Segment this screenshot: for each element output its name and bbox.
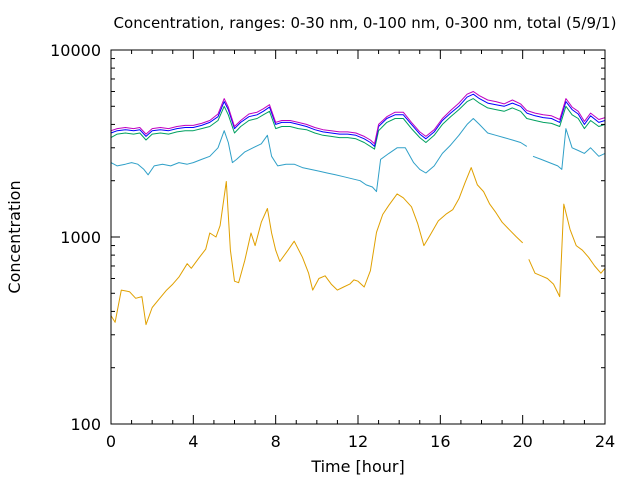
y-axis-title: Concentration (5, 180, 24, 293)
x-tick-label: 24 (595, 432, 615, 451)
x-tick-label: 20 (512, 432, 532, 451)
x-tick-label: 8 (271, 432, 281, 451)
x-tick-label: 16 (430, 432, 450, 451)
x-axis-title: Time [hour] (310, 457, 404, 476)
y-tick-label: 1000 (60, 228, 101, 247)
series-line-5 (110, 91, 606, 145)
series-line-3 (110, 98, 606, 150)
series-line-4 (110, 93, 606, 147)
x-tick-label: 12 (348, 432, 368, 451)
x-tick-label: 0 (106, 432, 116, 451)
x-tick-label: 4 (188, 432, 198, 451)
series-line-1 (110, 167, 606, 326)
series-layer (110, 91, 606, 326)
y-tick-label: 10000 (50, 41, 101, 60)
chart-title: Concentration, ranges: 0-30 nm, 0-100 nm… (114, 14, 617, 32)
series-line-2 (110, 118, 606, 193)
ticks-layer (110, 49, 606, 425)
tick-labels-layer: 0 4 8 12 16 20 24 100 1000 10000 (50, 41, 615, 451)
y-tick-label: 100 (70, 415, 101, 434)
